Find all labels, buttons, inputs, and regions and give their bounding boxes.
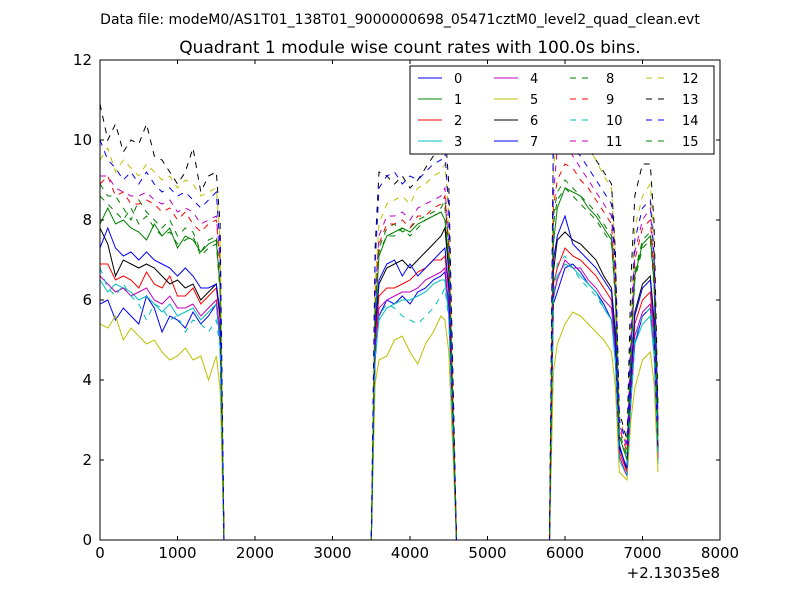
legend-label: 9 xyxy=(606,93,614,108)
legend-item-4: 4 xyxy=(494,72,538,87)
x-tick-label: 7000 xyxy=(623,544,661,562)
legend-item-6: 6 xyxy=(494,114,538,129)
x-tick-label: 8000 xyxy=(701,544,739,562)
legend-label: 12 xyxy=(682,72,699,87)
legend-frame xyxy=(409,65,715,155)
legend-item-14: 14 xyxy=(646,114,699,129)
legend-label: 3 xyxy=(454,135,462,150)
legend-item-12: 12 xyxy=(646,72,699,87)
x-tick-label: 6000 xyxy=(546,544,584,562)
legend-label: 0 xyxy=(454,72,462,87)
legend-item-9: 9 xyxy=(570,93,614,108)
x-tick-label: 2000 xyxy=(236,544,274,562)
legend-item-3: 3 xyxy=(418,135,462,150)
legend-label: 8 xyxy=(606,72,614,87)
series-line-2 xyxy=(100,247,659,540)
series-line-11 xyxy=(100,139,659,540)
y-tick-label: 2 xyxy=(82,451,92,469)
y-tick-label: 12 xyxy=(73,51,92,69)
legend-item-11: 11 xyxy=(570,135,623,150)
series-line-14 xyxy=(100,103,659,540)
legend-item-15: 15 xyxy=(646,135,699,150)
series-line-4 xyxy=(100,259,659,540)
y-axis-ticks xyxy=(100,59,720,541)
legend-item-10: 10 xyxy=(570,114,623,129)
legend-label: 10 xyxy=(606,114,623,129)
legend-item-1: 1 xyxy=(418,93,462,108)
x-tick-label: 0 xyxy=(95,544,105,562)
x-axis-offset-label: +2.13035e8 xyxy=(627,564,720,582)
legend-label: 15 xyxy=(682,135,699,150)
series-line-0 xyxy=(100,263,659,540)
legend-item-2: 2 xyxy=(418,114,462,129)
y-tick-label: 8 xyxy=(82,211,92,229)
x-axis-ticks xyxy=(99,60,721,540)
legend-label: 4 xyxy=(530,72,538,87)
series-line-10 xyxy=(100,255,659,540)
series-line-8 xyxy=(100,179,659,540)
legend-label: 7 xyxy=(530,135,538,150)
series-line-5 xyxy=(100,311,659,540)
series-line-9 xyxy=(100,163,659,540)
x-tick-label: 4000 xyxy=(391,544,429,562)
y-tick-label: 4 xyxy=(82,371,92,389)
plot-area: 0 1000 2000 3000 4000 5000 6000 7000 8000 0 2 4 6 8 1… xyxy=(73,51,739,582)
legend-item-8: 8 xyxy=(570,72,614,87)
legend-item-5: 5 xyxy=(494,93,538,108)
x-axis-tick-labels: 0 1000 2000 3000 4000 5000 6000 7000 8000 xyxy=(95,544,739,562)
series-line-6 xyxy=(100,226,659,540)
y-axis-tick-labels: 0 2 4 6 8 10 12 xyxy=(73,51,92,549)
legend-item-13: 13 xyxy=(646,93,699,108)
x-tick-label: 1000 xyxy=(158,544,196,562)
y-tick-label: 10 xyxy=(73,131,92,149)
x-tick-label: 3000 xyxy=(313,544,351,562)
figure-suptitle: Data file: modeM0/AS1T01_138T01_90000006… xyxy=(100,12,700,28)
legend-item-0: 0 xyxy=(418,72,462,87)
chart-title: Quadrant 1 module wise count rates with … xyxy=(179,38,640,58)
series-layer xyxy=(100,90,659,540)
series-line-12 xyxy=(100,114,659,540)
x-tick-label: 5000 xyxy=(468,544,506,562)
legend-label: 5 xyxy=(530,93,538,108)
y-tick-label: 6 xyxy=(82,291,92,309)
series-line-7 xyxy=(100,214,659,540)
series-line-15 xyxy=(100,187,659,540)
legend-label: 13 xyxy=(682,93,699,108)
legend-label: 11 xyxy=(606,135,623,150)
y-tick-label: 0 xyxy=(82,531,92,549)
legend-label: 14 xyxy=(682,114,699,129)
legend-label: 6 xyxy=(530,114,538,129)
legend-label: 2 xyxy=(454,114,462,129)
legend-label: 1 xyxy=(454,93,462,108)
legend-item-7: 7 xyxy=(494,135,538,150)
